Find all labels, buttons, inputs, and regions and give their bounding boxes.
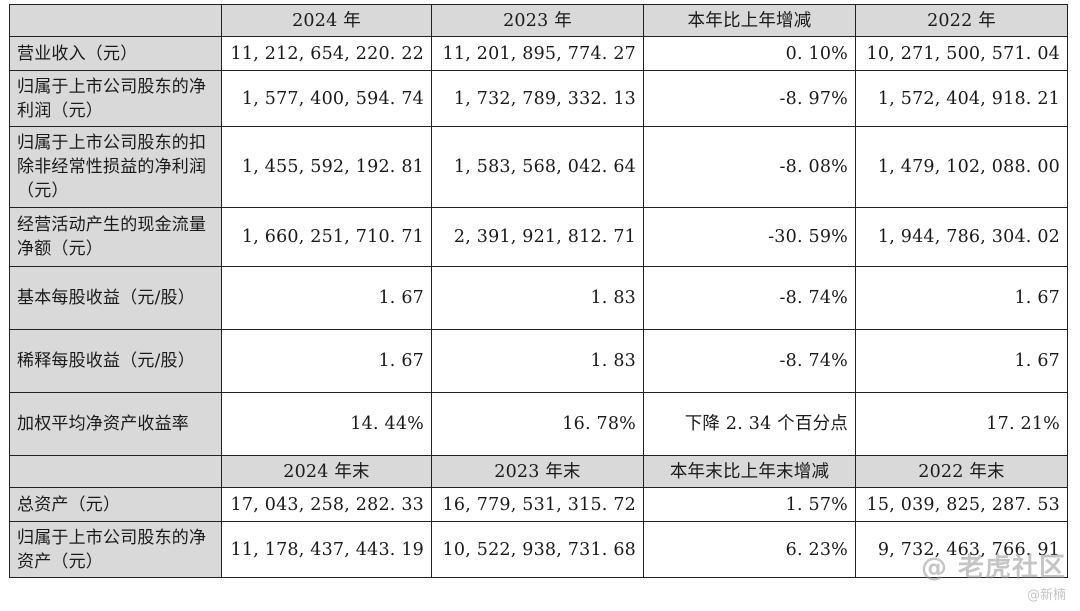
table-row: 基本每股收益（元/股） 1. 67 1. 83 -8. 74% 1. 67 (9, 266, 1068, 330)
row-label: 加权平均净资产收益率 (9, 392, 222, 456)
value-cell: 10, 522, 938, 731. 68 (431, 521, 644, 578)
header-cell-year-end-change: 本年末比上年末增减 (643, 455, 856, 488)
header-cell-2024-end: 2024 年末 (221, 455, 432, 488)
value-cell: 1. 83 (431, 329, 644, 393)
table-row: 加权平均净资产收益率 14. 44% 16. 78% 下降 2. 34 个百分点… (9, 392, 1068, 456)
value-cell: 1, 577, 400, 594. 74 (221, 70, 432, 127)
row-label: 营业收入（元） (9, 36, 222, 71)
value-cell: 16. 78% (431, 392, 644, 456)
change-cell: -8. 74% (643, 266, 856, 330)
value-cell: 1, 944, 786, 304. 02 (855, 207, 1068, 267)
value-cell: 1, 479, 102, 088. 00 (855, 126, 1068, 208)
header-cell-2022: 2022 年 (855, 4, 1068, 37)
table-row: 归属于上市公司股东的扣除非经常性损益的净利润（元） 1, 455, 592, 1… (9, 126, 1068, 208)
value-cell: 1, 455, 592, 192. 81 (221, 126, 432, 208)
change-cell: -8. 74% (643, 329, 856, 393)
table-row: 总资产（元） 17, 043, 258, 282. 33 16, 779, 53… (9, 487, 1068, 522)
value-cell: 2, 391, 921, 812. 71 (431, 207, 644, 267)
value-cell: 1, 572, 404, 918. 21 (855, 70, 1068, 127)
change-cell: 下降 2. 34 个百分点 (643, 392, 856, 456)
value-cell: 15, 039, 825, 287. 53 (855, 487, 1068, 522)
header-row-years: 2024 年 2023 年 本年比上年增减 2022 年 (9, 4, 1068, 37)
header-cell-2024: 2024 年 (221, 4, 432, 37)
value-cell: 1. 67 (221, 329, 432, 393)
row-label: 归属于上市公司股东的扣除非经常性损益的净利润（元） (9, 126, 222, 208)
row-label: 稀释每股收益（元/股） (9, 329, 222, 393)
financial-summary-sheet: 2024 年 2023 年 本年比上年增减 2022 年 营业收入（元） 11,… (9, 4, 1068, 578)
change-cell: 0. 10% (643, 36, 856, 71)
header-row-year-end: 2024 年末 2023 年末 本年末比上年末增减 2022 年末 (9, 455, 1068, 488)
row-label: 总资产（元） (9, 487, 222, 522)
value-cell: 9, 732, 463, 766. 91 (855, 521, 1068, 578)
value-cell: 1. 67 (855, 329, 1068, 393)
table-row: 稀释每股收益（元/股） 1. 67 1. 83 -8. 74% 1. 67 (9, 329, 1068, 393)
value-cell: 11, 178, 437, 443. 19 (221, 521, 432, 578)
header-cell-2023-end: 2023 年末 (431, 455, 644, 488)
row-label: 基本每股收益（元/股） (9, 266, 222, 330)
value-cell: 1, 583, 568, 042. 64 (431, 126, 644, 208)
header-cell-blank (9, 4, 222, 37)
header-cell-change: 本年比上年增减 (643, 4, 856, 37)
value-cell: 11, 201, 895, 774. 27 (431, 36, 644, 71)
value-cell: 11, 212, 654, 220. 22 (221, 36, 432, 71)
value-cell: 14. 44% (221, 392, 432, 456)
row-label: 归属于上市公司股东的净资产（元） (9, 521, 222, 578)
value-cell: 1. 67 (221, 266, 432, 330)
header-cell-2022-end: 2022 年末 (855, 455, 1068, 488)
row-label: 归属于上市公司股东的净利润（元） (9, 70, 222, 127)
change-cell: -8. 08% (643, 126, 856, 208)
financial-summary-table: 2024 年 2023 年 本年比上年增减 2022 年 营业收入（元） 11,… (9, 4, 1068, 578)
table-row: 归属于上市公司股东的净资产（元） 11, 178, 437, 443. 19 1… (9, 521, 1068, 578)
table-row: 经营活动产生的现金流量净额（元） 1, 660, 251, 710. 71 2,… (9, 207, 1068, 267)
change-cell: 1. 57% (643, 487, 856, 522)
change-cell: -30. 59% (643, 207, 856, 267)
change-cell: -8. 97% (643, 70, 856, 127)
value-cell: 17. 21% (855, 392, 1068, 456)
watermark-sub-text: @新楠 (1026, 588, 1066, 603)
change-cell: 6. 23% (643, 521, 856, 578)
value-cell: 1, 660, 251, 710. 71 (221, 207, 432, 267)
header-cell-2023: 2023 年 (431, 4, 644, 37)
table-row: 营业收入（元） 11, 212, 654, 220. 22 11, 201, 8… (9, 36, 1068, 71)
value-cell: 1. 83 (431, 266, 644, 330)
header-cell-blank (9, 455, 222, 488)
value-cell: 17, 043, 258, 282. 33 (221, 487, 432, 522)
value-cell: 1, 732, 789, 332. 13 (431, 70, 644, 127)
value-cell: 10, 271, 500, 571. 04 (855, 36, 1068, 71)
table-row: 归属于上市公司股东的净利润（元） 1, 577, 400, 594. 74 1,… (9, 70, 1068, 127)
value-cell: 1. 67 (855, 266, 1068, 330)
value-cell: 16, 779, 531, 315. 72 (431, 487, 644, 522)
row-label: 经营活动产生的现金流量净额（元） (9, 207, 222, 267)
